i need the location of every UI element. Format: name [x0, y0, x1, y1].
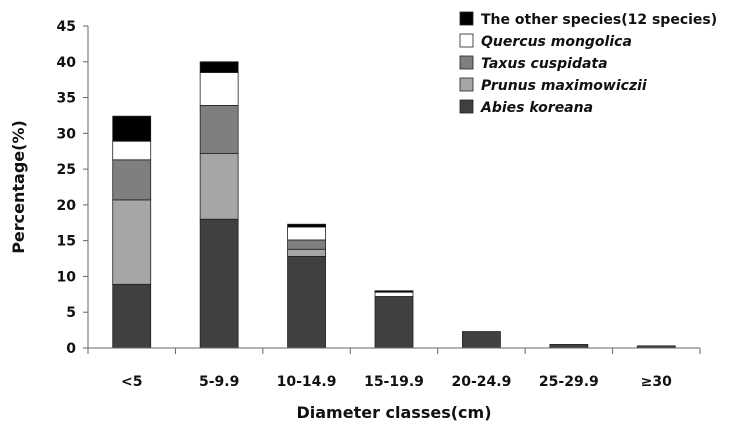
- legend-swatch: [459, 77, 474, 92]
- bar-segment-quercus-mongolica: [287, 226, 326, 241]
- y-tick-label: 25: [57, 162, 76, 178]
- bar-segment-abies-koreana: [462, 331, 501, 349]
- legend-swatch: [459, 11, 474, 26]
- bar-segment-the-other-species-12-species: [374, 290, 414, 293]
- bar-segment-the-other-species-12-species: [199, 61, 239, 73]
- y-tick-label: 40: [57, 55, 77, 71]
- legend-item-taxus-cuspidata: Taxus cuspidata: [459, 55, 608, 72]
- bar-segment-quercus-mongolica: [112, 140, 152, 161]
- y-tick-label: 5: [66, 305, 76, 321]
- legend-label: Quercus mongolica: [481, 34, 632, 50]
- bar-segment-abies-koreana: [287, 256, 326, 349]
- legend-item-the-other-species-12-species: The other species(12 species): [459, 11, 717, 28]
- y-axis-title: Percentage(%): [9, 120, 28, 254]
- bar-segment-the-other-species-12-species: [287, 223, 326, 228]
- bar-segment-abies-koreana: [549, 344, 589, 349]
- x-tick-label: 5-9.9: [199, 374, 239, 390]
- legend: The other species(12 species) Quercus mon…: [459, 11, 717, 116]
- bar-segment-quercus-mongolica: [374, 291, 414, 297]
- bar-segment-taxus-cuspidata: [112, 159, 152, 201]
- bar-segment-abies-koreana: [199, 218, 239, 349]
- x-tick-label: ≥30: [641, 374, 672, 390]
- y-tick-label: 45: [57, 19, 76, 35]
- y-tick-label: 10: [57, 269, 77, 285]
- legend-label: Abies koreana: [480, 100, 593, 116]
- bar-segment-abies-koreana: [112, 283, 152, 349]
- axes-layer: [87, 26, 700, 349]
- legend-label: Prunus maximowiczii: [481, 78, 647, 94]
- y-tick-label: 30: [57, 126, 77, 142]
- legend-label: Taxus cuspidata: [481, 56, 608, 72]
- x-axis-title: Diameter classes(cm): [296, 403, 491, 422]
- bar-segment-quercus-mongolica: [199, 72, 239, 106]
- bar-segment-prunus-maximowiczii: [287, 248, 326, 257]
- bar-segment-prunus-maximowiczii: [112, 199, 152, 285]
- x-tick-label: 20-24.9: [452, 374, 512, 390]
- bar-segment-prunus-maximowiczii: [199, 152, 239, 220]
- bar-segment-abies-koreana: [374, 296, 414, 349]
- bar-segment-the-other-species-12-species: [112, 115, 152, 142]
- legend-item-abies-koreana: Abies koreana: [459, 99, 593, 116]
- y-tick-label: 15: [57, 234, 76, 250]
- legend-swatch: [459, 55, 474, 70]
- legend-swatch: [459, 33, 474, 48]
- legend-item-quercus-mongolica: Quercus mongolica: [459, 33, 632, 50]
- legend-item-prunus-maximowiczii: Prunus maximowiczii: [459, 77, 647, 94]
- x-tick-label: <5: [121, 374, 142, 390]
- ticks-layer: 0 5 10 15 20 25 30 35 40 45 <5 5-9.9 10-14.9 15-19.9 2…: [57, 19, 701, 390]
- x-tick-label: 10-14.9: [277, 374, 337, 390]
- y-tick-label: 35: [57, 91, 76, 107]
- legend-swatch: [459, 99, 474, 114]
- bars-layer: [112, 61, 676, 349]
- y-tick-label: 0: [66, 341, 76, 357]
- x-tick-label: 15-19.9: [364, 374, 424, 390]
- legend-label: The other species(12 species): [481, 12, 717, 28]
- bar-segment-taxus-cuspidata: [199, 105, 239, 154]
- y-tick-label: 20: [57, 198, 77, 214]
- bar-segment-taxus-cuspidata: [287, 239, 326, 250]
- x-tick-label: 25-29.9: [539, 374, 599, 390]
